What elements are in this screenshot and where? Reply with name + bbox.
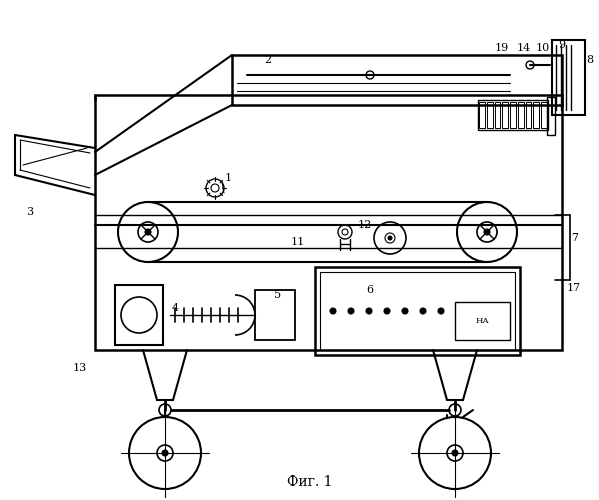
Text: 11: 11 <box>291 237 305 247</box>
Circle shape <box>438 308 444 314</box>
Bar <box>479 102 485 128</box>
Text: 19: 19 <box>495 43 509 53</box>
Bar <box>547 97 555 135</box>
Bar <box>95 95 562 350</box>
Text: 10: 10 <box>536 43 550 53</box>
Text: 1: 1 <box>225 173 232 183</box>
Text: 4: 4 <box>171 303 179 313</box>
Text: 2: 2 <box>264 55 271 65</box>
Circle shape <box>484 229 490 235</box>
Circle shape <box>384 308 390 314</box>
Text: 8: 8 <box>586 55 594 65</box>
Text: 6: 6 <box>367 285 374 295</box>
Text: 14: 14 <box>517 43 531 53</box>
Bar <box>255 290 295 340</box>
Circle shape <box>388 236 392 240</box>
Text: 9: 9 <box>558 40 565 50</box>
Bar <box>232 55 562 105</box>
Bar <box>115 285 163 345</box>
Bar <box>541 102 547 128</box>
Text: 7: 7 <box>571 233 579 243</box>
Text: НА: НА <box>475 317 489 325</box>
Circle shape <box>420 308 426 314</box>
Text: 5: 5 <box>274 290 282 300</box>
Bar <box>534 102 539 128</box>
Bar <box>495 102 500 128</box>
Text: Фиг. 1: Фиг. 1 <box>288 475 333 489</box>
Circle shape <box>402 308 408 314</box>
Circle shape <box>162 450 168 456</box>
Text: 3: 3 <box>26 207 34 217</box>
Bar <box>552 40 585 115</box>
Bar <box>320 272 515 350</box>
Text: 13: 13 <box>73 363 87 373</box>
Text: 17: 17 <box>567 283 581 293</box>
Bar <box>518 102 524 128</box>
Bar <box>455 302 510 340</box>
Bar <box>526 102 531 128</box>
Circle shape <box>330 308 336 314</box>
Text: 12: 12 <box>358 220 372 230</box>
Bar <box>487 102 492 128</box>
Bar <box>503 102 508 128</box>
Bar <box>478 100 548 130</box>
Circle shape <box>348 308 354 314</box>
Bar <box>315 267 520 355</box>
Circle shape <box>366 308 372 314</box>
Circle shape <box>145 229 151 235</box>
Bar <box>510 102 516 128</box>
Circle shape <box>452 450 458 456</box>
